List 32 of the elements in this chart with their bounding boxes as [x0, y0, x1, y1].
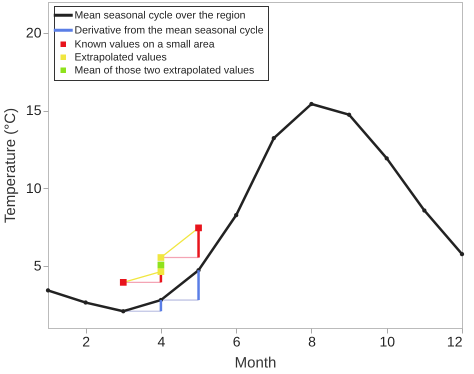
- x-tick-label: 2: [82, 334, 90, 350]
- point: [158, 254, 164, 261]
- x-tick-label: 4: [158, 334, 166, 350]
- point: [121, 309, 126, 314]
- x-tick-label: 8: [308, 334, 316, 350]
- point: [460, 252, 464, 256]
- point: [234, 213, 238, 218]
- point: [195, 224, 202, 232]
- x-tick-label: 10: [379, 334, 396, 350]
- point: [158, 262, 164, 268]
- point: [384, 156, 389, 160]
- point: [422, 208, 426, 213]
- point: [346, 112, 352, 117]
- point: [120, 279, 127, 286]
- x-axis-title: Month: [234, 354, 276, 372]
- point: [309, 102, 314, 106]
- legend-label: Derivative from the mean seasonal cycle: [74, 24, 264, 36]
- legend-label: Known values on a small area: [74, 38, 215, 50]
- x-tick-label: 6: [232, 334, 241, 350]
- legend-label: Mean seasonal cycle over the region: [74, 9, 246, 22]
- y-tick-label: 15: [26, 102, 42, 118]
- point: [272, 136, 276, 140]
- legend-label: Mean of those two extrapolated values: [74, 64, 254, 76]
- y-tick-label: 20: [26, 24, 42, 41]
- y-axis-title: Temperature (°C): [2, 108, 19, 224]
- point: [158, 268, 164, 276]
- x-tick-label: 12: [446, 334, 463, 350]
- y-tick-label: 5: [34, 257, 42, 274]
- y-tick-label: 10: [26, 180, 42, 196]
- point: [46, 288, 50, 293]
- legend-label: Extrapolated values: [74, 51, 167, 64]
- point: [84, 300, 88, 305]
